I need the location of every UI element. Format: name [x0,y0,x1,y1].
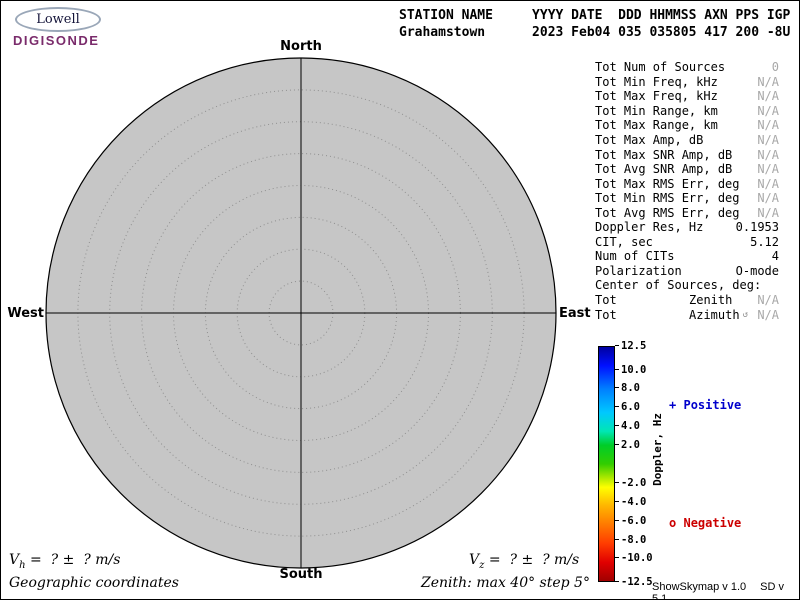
coordinate-system-label: Geographic coordinates [9,575,179,591]
compass-label-south: South [279,567,323,582]
center-of-sources-header: Center of Sources, deg: [595,278,762,293]
legend-negative-label: Negative [683,516,742,530]
stat-row: Tot Num of Sources 0 [595,60,779,75]
stat-value: N/A [757,176,779,191]
lowell-logo-text: Lowell [36,12,80,27]
colorbar-tick: 4.0 [615,420,640,432]
stat-value: O-mode [735,263,779,278]
statistics-panel: Tot Num of Sources 0 Tot Min Freq, kHz N/A… [595,60,779,322]
stat-row: Tot Max Amp, dB N/A [595,133,779,147]
stat-value: N/A [757,162,779,177]
stat-value: 0 [771,60,779,75]
stat-row: Tot Min RMS Err, deg N/A [595,191,779,206]
stat-row: Tot Min Freq, kHz N/A [595,74,779,89]
stat-row: CIT, sec 5.12 [595,234,779,249]
colorbar-tick: -4.0 [614,496,647,508]
digisonde-wordmark: DIGISONDE [13,33,100,48]
stat-value: N/A [757,147,779,162]
compass-label-west: West [7,306,44,321]
colorbar-axis-title: Doppler, Hz [651,413,664,486]
lowell-logo: Lowell [15,7,101,32]
stat-row: Tot Max SNR Amp, dB N/A [595,147,779,162]
legend-positive-label: Positive [683,398,742,412]
colorbar-tick: 6.0 [615,401,640,413]
stat-row: Tot Max Freq, kHz N/A [595,89,779,104]
legend-positive: + Positive [669,398,741,412]
colorbar-tick: -12.5 [615,576,653,588]
colorbar-tick: 10.0 [614,364,647,376]
stat-row-azimuth: Tot Azimuth ↺ N/A [595,307,779,322]
sd-version: SD v 5.1 [652,581,784,600]
stat-row: Polarization O-mode [595,263,779,278]
negative-marker-icon: o [669,516,677,530]
stat-row: Tot Avg SNR Amp, dB N/A [595,162,779,177]
horizontal-velocity-label: Vh = ? ± ? m/s [9,552,121,571]
colorbar-tick: -8.0 [614,534,647,546]
colorbar-tick: -10.0 [615,552,653,564]
stat-value: 4 [771,249,779,264]
app-version: ShowSkymap v 1.0 [652,581,747,593]
colorbar-tick: 12.5 [614,340,647,352]
rotation-icon: ↺ [742,309,748,320]
colorbar-tick: 2.0 [615,439,640,451]
stat-row: Tot Max RMS Err, deg N/A [595,176,779,191]
stat-value: 5.12 [750,234,779,249]
stat-row: Tot Min Range, km N/A [595,103,779,118]
header-columns: STATION NAME YYYY DATE DDD HHMMSS AXN PP… [399,8,791,23]
stat-value: N/A [757,74,779,89]
compass-label-north: North [280,39,322,54]
positive-marker-icon: + [669,398,677,412]
stat-row-zenith: Tot Zenith N/A [595,293,779,308]
stat-row: Num of CITs 4 [595,249,779,264]
colorbar-tick: -2.0 [614,477,647,489]
colorbar-tick: -6.0 [614,515,647,527]
header-values: Grahamstown 2023 Feb04 035 035805 417 20… [399,25,791,40]
stat-value: N/A [757,191,779,206]
doppler-colorbar [598,346,615,582]
stat-value: N/A [757,293,779,308]
stat-value: N/A [757,205,779,220]
stat-value: N/A [757,118,779,133]
skymap-plot [45,57,557,569]
colorbar-tick: 8.0 [615,382,640,394]
stat-value: N/A [757,89,779,104]
compass-label-east: East [559,306,591,321]
stat-row: Tot Avg RMS Err, deg N/A [595,205,779,220]
stat-value: 0.1953 [735,220,779,235]
stat-row: Tot Max Range, km N/A [595,118,779,133]
version-info: ShowSkymap v 1.0 SD v 5.1 [652,581,799,600]
legend-negative: o Negative [669,516,741,530]
stat-row: Doppler Res, Hz 0.1953 [595,220,779,235]
zenith-range-note: Zenith: max 40° step 5° [421,575,590,591]
stat-value: N/A [757,133,779,147]
stat-value: N/A [757,307,779,322]
vertical-velocity-label: Vz = ? ± ? m/s [469,552,580,571]
stat-value: N/A [757,103,779,118]
